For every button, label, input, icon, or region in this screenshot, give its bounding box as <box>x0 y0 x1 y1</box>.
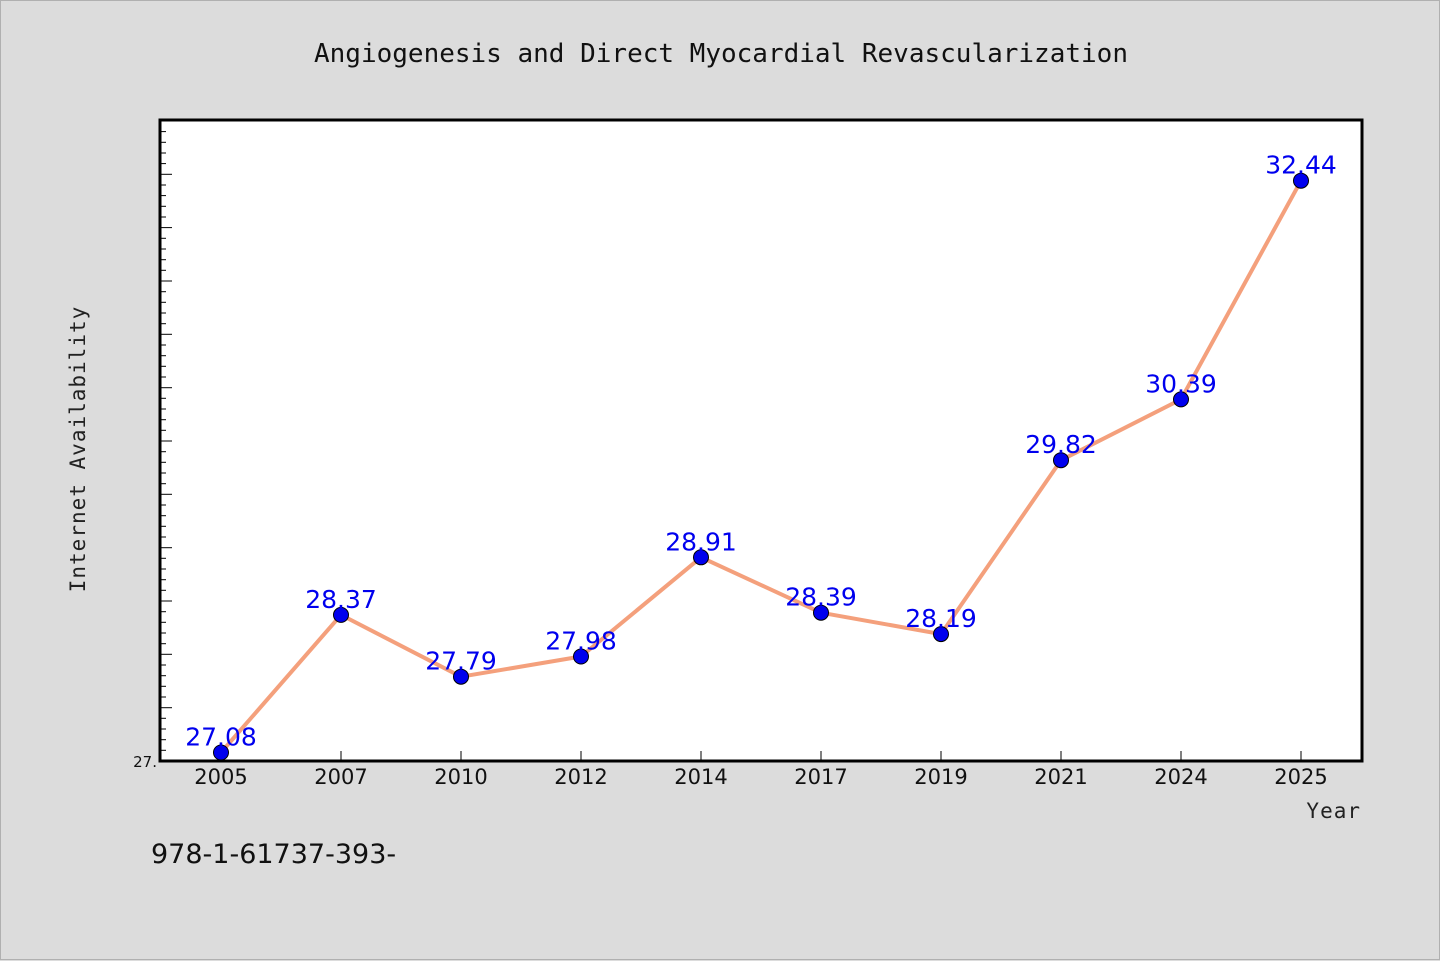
data-label: 32.44 <box>1265 151 1337 180</box>
chart-title: Angiogenesis and Direct Myocardial Revas… <box>314 39 1128 69</box>
y-axis-ticks: 27. <box>133 120 172 771</box>
x-tick-label: 2010 <box>434 765 487 789</box>
data-point <box>573 648 589 665</box>
data-point <box>453 668 469 685</box>
x-tick-label: 2017 <box>794 765 847 789</box>
x-tick-label: 2005 <box>194 765 247 789</box>
x-axis-label: Year <box>1306 799 1361 823</box>
data-label: 29.82 <box>1025 430 1097 459</box>
data-point <box>1053 452 1069 469</box>
x-axis-ticks: 2005 2007 2010 2012 2014 2017 2019 2021 2024 2025 <box>194 751 1328 789</box>
data-point <box>933 626 949 643</box>
data-point <box>693 549 709 566</box>
x-tick-label: 2012 <box>554 765 607 789</box>
x-tick-label: 2021 <box>1034 765 1087 789</box>
series-layer: 27.08 28.37 27.79 27.98 28.91 28.39 28.19 29.82… <box>185 151 1337 761</box>
data-label: 27.08 <box>185 723 257 752</box>
data-label: 28.19 <box>905 604 977 633</box>
data-label: 28.37 <box>305 585 377 614</box>
data-point <box>813 604 829 621</box>
x-tick-label: 2007 <box>314 765 367 789</box>
y-axis-label: Internet Availability <box>66 306 90 593</box>
x-tick-label: 2019 <box>914 765 967 789</box>
plot-area <box>158 118 1364 763</box>
y-tick-label: 27. <box>133 753 157 771</box>
data-point <box>1173 391 1189 408</box>
x-tick-label: 2014 <box>674 765 727 789</box>
footnote-isbn: 978-1-61737-393- <box>151 839 396 870</box>
data-label: 27.79 <box>425 647 497 676</box>
data-label: 30.39 <box>1145 369 1217 398</box>
data-point <box>333 606 349 623</box>
data-label: 27.98 <box>545 627 617 656</box>
data-label: 28.39 <box>785 583 857 612</box>
x-tick-label: 2024 <box>1154 765 1207 789</box>
data-label: 28.91 <box>665 527 737 556</box>
series-line <box>219 179 1303 754</box>
data-point <box>1293 172 1309 189</box>
data-point <box>213 744 229 761</box>
x-tick-label: 2025 <box>1274 765 1327 789</box>
